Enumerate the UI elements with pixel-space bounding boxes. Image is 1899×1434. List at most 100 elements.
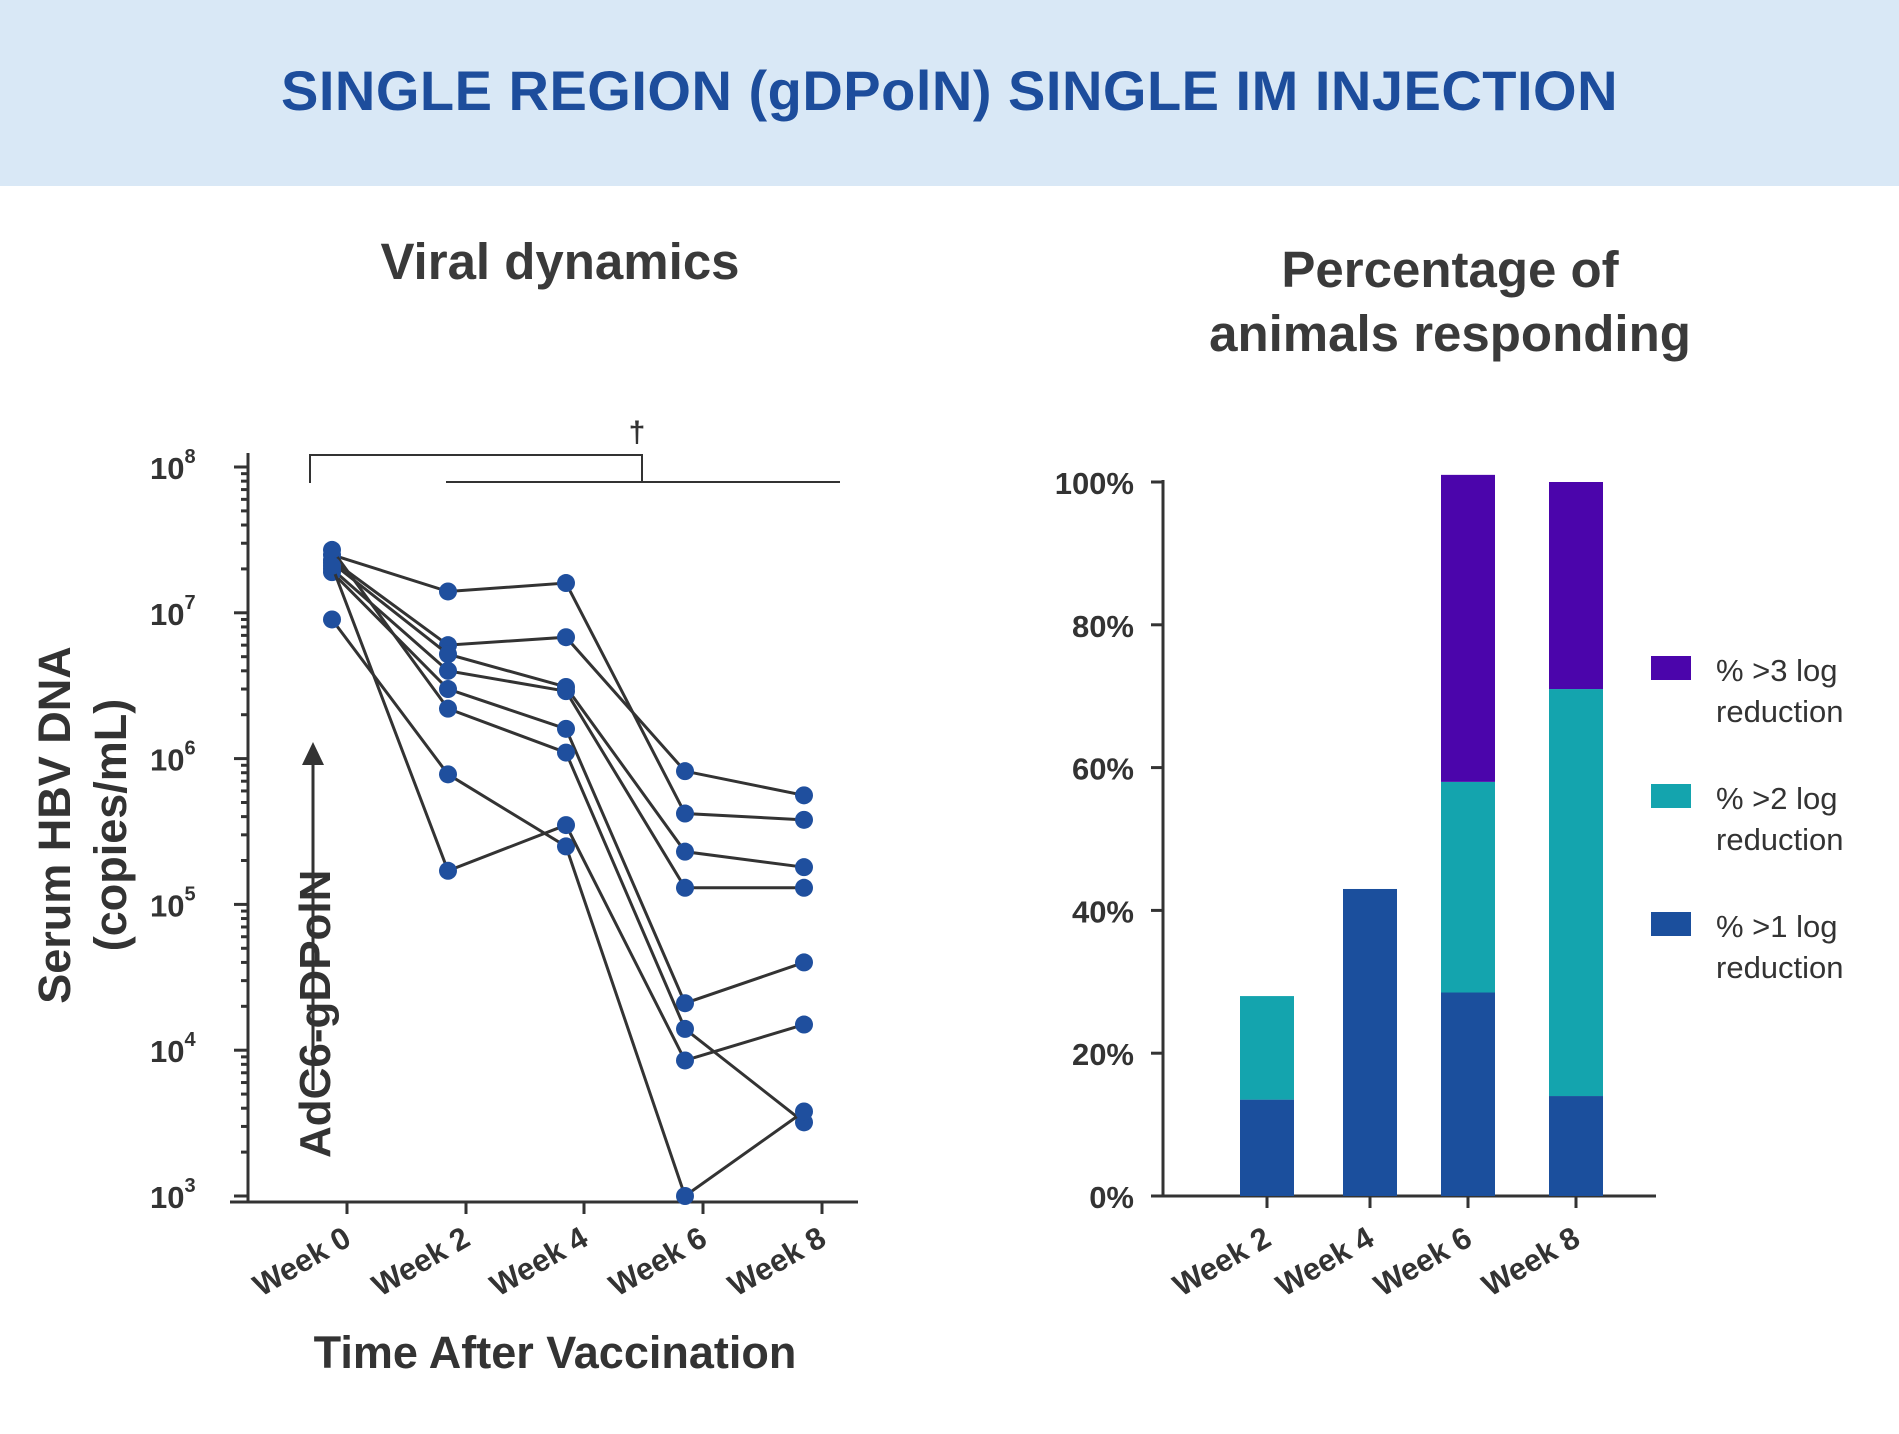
y-tick-label: 40% bbox=[1072, 894, 1134, 929]
x-tick-label: Week 2 bbox=[1167, 1220, 1277, 1303]
data-point bbox=[557, 628, 575, 647]
y-tick-exponent: 7 bbox=[184, 592, 195, 614]
legend-swatch bbox=[1651, 656, 1691, 680]
y-tick-label: 105 bbox=[150, 883, 196, 923]
x-axis-title: Time After Vaccination bbox=[314, 1327, 797, 1378]
data-point bbox=[557, 574, 575, 593]
legend-label: % >1 log bbox=[1716, 909, 1838, 944]
data-point bbox=[439, 680, 457, 699]
data-point bbox=[795, 1015, 813, 1034]
data-point bbox=[439, 582, 457, 601]
y-tick-label: 60% bbox=[1072, 752, 1134, 787]
y-tick-label: 108 bbox=[150, 446, 196, 486]
data-point bbox=[323, 610, 341, 629]
y-tick-label: 107 bbox=[150, 592, 196, 632]
x-tick-label: Week 4 bbox=[484, 1219, 594, 1303]
data-point bbox=[439, 645, 457, 664]
data-point bbox=[795, 858, 813, 877]
x-tick-label: Week 8 bbox=[1476, 1220, 1586, 1303]
x-tick-label: Week 6 bbox=[1368, 1220, 1478, 1303]
data-point bbox=[795, 878, 813, 897]
data-point bbox=[795, 786, 813, 805]
bar-segment bbox=[1441, 992, 1495, 1196]
bar-chart-title-line-2: animals responding bbox=[1209, 305, 1691, 362]
data-point bbox=[439, 765, 457, 784]
x-tick-label: Week 2 bbox=[366, 1220, 476, 1303]
header-banner: SINGLE REGION (gDPolN) SINGLE IM INJECTI… bbox=[0, 0, 1899, 186]
data-point bbox=[795, 810, 813, 829]
bar-segment bbox=[1240, 996, 1294, 1100]
legend-swatch bbox=[1651, 784, 1691, 808]
y-tick-label: 0% bbox=[1089, 1180, 1134, 1215]
significance-marker: † bbox=[629, 416, 646, 449]
legend-label: % >3 log bbox=[1716, 653, 1838, 688]
data-point bbox=[557, 816, 575, 835]
page-title: SINGLE REGION (gDPolN) SINGLE IM INJECTI… bbox=[280, 59, 1619, 122]
data-point bbox=[676, 842, 694, 861]
x-tick-label: Week 8 bbox=[722, 1220, 832, 1303]
y-tick-label: 106 bbox=[150, 738, 196, 778]
bar-segment bbox=[1549, 689, 1603, 1097]
y-tick-exponent: 5 bbox=[184, 883, 195, 905]
x-tick-label: Week 0 bbox=[247, 1220, 357, 1303]
data-point bbox=[323, 556, 341, 575]
data-point bbox=[557, 719, 575, 738]
legend-label-line-2: reduction bbox=[1716, 694, 1844, 729]
data-point bbox=[439, 861, 457, 880]
y-tick-exponent: 6 bbox=[184, 738, 195, 760]
vaccination-label: AdC6-gDPolN bbox=[291, 870, 340, 1158]
data-point bbox=[795, 1102, 813, 1121]
y-tick-base: 10 bbox=[150, 451, 184, 486]
legend-label-line-2: reduction bbox=[1716, 822, 1844, 857]
data-point bbox=[676, 1051, 694, 1070]
data-point bbox=[676, 804, 694, 823]
y-tick-label: 80% bbox=[1072, 609, 1134, 644]
legend-label: % >2 log bbox=[1716, 781, 1838, 816]
x-tick-label: Week 6 bbox=[603, 1220, 713, 1303]
y-tick-base: 10 bbox=[150, 743, 184, 778]
data-point bbox=[676, 878, 694, 897]
bar-segment bbox=[1240, 1099, 1294, 1196]
y-axis-title-line: (copies/mL) bbox=[85, 699, 136, 952]
bar-chart-title: Percentage of animals responding bbox=[1150, 238, 1750, 366]
bar-segment bbox=[1343, 888, 1397, 1196]
y-tick-label: 20% bbox=[1072, 1037, 1134, 1072]
vaccination-arrow-head bbox=[302, 742, 324, 765]
y-tick-exponent: 8 bbox=[184, 446, 195, 468]
bar-segment bbox=[1441, 474, 1495, 782]
data-point bbox=[439, 699, 457, 718]
y-axis-title-line: Serum HBV DNA bbox=[29, 646, 80, 1004]
y-tick-label: 100% bbox=[1055, 466, 1134, 501]
y-tick-exponent: 4 bbox=[184, 1029, 196, 1051]
data-point bbox=[676, 762, 694, 781]
bar-segment bbox=[1549, 482, 1603, 690]
y-tick-label: 103 bbox=[150, 1175, 196, 1215]
data-point bbox=[676, 1019, 694, 1038]
data-point bbox=[557, 682, 575, 701]
y-tick-base: 10 bbox=[150, 888, 184, 923]
y-tick-base: 10 bbox=[150, 1180, 184, 1215]
line-chart-title: Viral dynamics bbox=[380, 233, 740, 290]
data-point bbox=[323, 540, 341, 559]
bar-segment bbox=[1441, 781, 1495, 993]
data-point bbox=[676, 994, 694, 1013]
x-tick-label: Week 4 bbox=[1270, 1219, 1380, 1303]
significance-bracket-upper bbox=[309, 454, 643, 483]
data-point bbox=[676, 1187, 694, 1205]
data-point bbox=[439, 661, 457, 680]
legend-label-line-2: reduction bbox=[1716, 950, 1844, 985]
bar-segment bbox=[1549, 1096, 1603, 1196]
data-point bbox=[795, 953, 813, 972]
y-tick-base: 10 bbox=[150, 1034, 184, 1069]
data-point bbox=[557, 837, 575, 856]
legend-swatch bbox=[1651, 912, 1691, 936]
bar-chart-title-line-1: Percentage of bbox=[1281, 241, 1619, 298]
data-point bbox=[557, 743, 575, 762]
series-line bbox=[330, 618, 805, 1199]
y-tick-base: 10 bbox=[150, 597, 184, 632]
y-tick-exponent: 3 bbox=[184, 1175, 195, 1197]
y-tick-label: 104 bbox=[150, 1029, 196, 1069]
